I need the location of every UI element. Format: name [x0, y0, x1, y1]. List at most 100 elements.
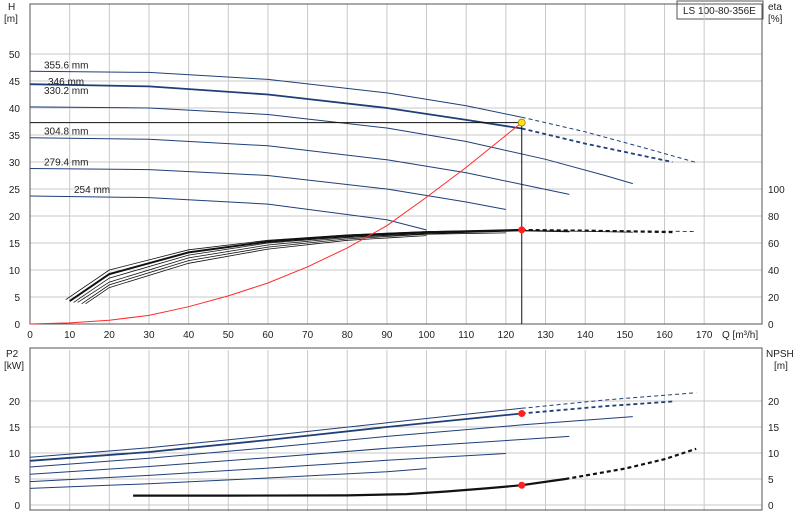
head-curve-1: [29, 83, 522, 130]
head-tick-label: 50: [9, 50, 21, 61]
npsh-tick-label: 10: [768, 449, 780, 460]
efficiency-curve-3: [77, 230, 570, 303]
operating-point-markers: [30, 118, 526, 489]
npsh-curve-dashed: [565, 447, 697, 481]
npsh-tick-label: 20: [768, 397, 780, 408]
duty-point-marker: [517, 118, 526, 127]
impeller-label: 254 mm: [74, 185, 110, 196]
x-tick-label: 70: [302, 330, 314, 341]
power-curve-3: [29, 435, 570, 475]
model-label: LS 100-80-356E: [683, 6, 756, 17]
x-tick-label: 20: [104, 330, 116, 341]
impeller-label: 346 mm: [48, 77, 84, 88]
impeller-label: 304.8 mm: [44, 127, 88, 138]
eta-tick-label: 40: [768, 266, 780, 277]
efficiency-curve-4: [81, 232, 506, 305]
head-curve-0-dashed: [521, 116, 697, 163]
x-tick-label: 130: [537, 330, 554, 341]
head-tick-label: 20: [9, 212, 21, 223]
power-curve-1: [29, 412, 522, 462]
head-tick-label: 0: [14, 320, 20, 331]
power-curve-1-dashed: [521, 400, 673, 415]
top-panel-ticks: 0 10 20 30 40 50 60 70 80 90 100 110 120 130 140 150 160…: [9, 50, 785, 341]
x-tick-label: 30: [143, 330, 155, 341]
eta-axis-unit: [%]: [768, 14, 783, 25]
x-tick-label: 150: [617, 330, 634, 341]
bottom-panel-frame: [29, 347, 763, 511]
impeller-label: 279.4 mm: [44, 157, 88, 168]
head-curve-3: [29, 137, 570, 195]
x-tick-label: 160: [656, 330, 673, 341]
head-tick-label: 25: [9, 185, 21, 196]
model-label-box: [676, 0, 764, 20]
power-tick-label: 10: [9, 449, 21, 460]
efficiency-curve-1-dashed: [521, 228, 673, 234]
efficiency-point-marker: [518, 226, 526, 234]
system-curve: [29, 122, 523, 325]
head-tick-label: 30: [9, 158, 21, 169]
head-axis-title: H: [8, 2, 15, 13]
power-curve-4: [29, 453, 506, 483]
head-tick-label: 45: [9, 77, 21, 88]
head-tick-label: 35: [9, 131, 21, 142]
x-tick-label: 100: [418, 330, 435, 341]
power-axis-unit: [kW]: [4, 361, 24, 372]
npsh-point-marker: [518, 481, 526, 489]
eta-tick-label: 20: [768, 293, 780, 304]
npsh-axis-title: NPSH: [766, 349, 794, 360]
npsh-tick-label: 0: [768, 501, 774, 512]
bottom-panel-grid: [29, 347, 763, 511]
eta-tick-label: 0: [768, 320, 774, 331]
power-point-marker: [518, 409, 526, 417]
impeller-label: 330.2 mm: [44, 86, 88, 97]
power-curve-2: [29, 416, 633, 468]
head-curve-5: [29, 195, 427, 231]
npsh-tick-label: 5: [768, 475, 774, 486]
head-tick-label: 10: [9, 266, 21, 277]
top-panel-grid: [29, 3, 763, 325]
x-tick-label: 80: [342, 330, 354, 341]
x-tick-label: 120: [498, 330, 515, 341]
head-curve-0: [29, 70, 522, 118]
x-tick-label: 90: [381, 330, 393, 341]
impeller-label: 355.6 mm: [44, 60, 88, 71]
x-tick-label: 110: [458, 330, 474, 341]
power-tick-label: 0: [14, 501, 20, 512]
x-tick-label: 60: [262, 330, 274, 341]
eta-tick-label: 100: [768, 185, 785, 196]
power-curve-5: [29, 468, 427, 489]
top-panel-frame: [29, 3, 763, 325]
npsh-axis-unit: [m]: [774, 361, 788, 372]
x-tick-label: 140: [577, 330, 594, 341]
eta-tick-label: 60: [768, 239, 780, 250]
head-axis-unit: [m]: [4, 14, 18, 25]
efficiency-curve-1: [69, 228, 522, 302]
bottom-panel-ticks: 0 5 10 15 20 0 5 10 15 20: [9, 397, 780, 512]
power-tick-label: 20: [9, 397, 21, 408]
eta-axis-title: eta: [768, 2, 782, 13]
npsh-curve: [133, 477, 566, 497]
efficiency-curve-5: [85, 235, 427, 305]
head-tick-label: 40: [9, 104, 21, 115]
head-curve-2: [29, 106, 633, 185]
x-tick-label: 170: [696, 330, 713, 341]
power-tick-label: 15: [9, 423, 21, 434]
head-curve-1-dashed: [521, 127, 673, 163]
power-axis-title: P2: [6, 349, 19, 360]
x-tick-label: 40: [183, 330, 195, 341]
x-tick-label: 50: [223, 330, 235, 341]
x-tick-label: 0: [27, 330, 33, 341]
eta-tick-label: 80: [768, 212, 780, 223]
flow-axis-label: Q [m³/h]: [722, 330, 758, 341]
npsh-tick-label: 15: [768, 423, 780, 434]
head-tick-label: 15: [9, 239, 21, 250]
bottom-panel-series: [29, 392, 697, 497]
head-tick-label: 5: [14, 293, 20, 304]
efficiency-curve-2: [73, 229, 633, 303]
power-curve-0: [29, 407, 522, 458]
head-curve-4: [29, 168, 506, 210]
x-tick-label: 10: [64, 330, 76, 341]
power-tick-label: 5: [14, 475, 20, 486]
